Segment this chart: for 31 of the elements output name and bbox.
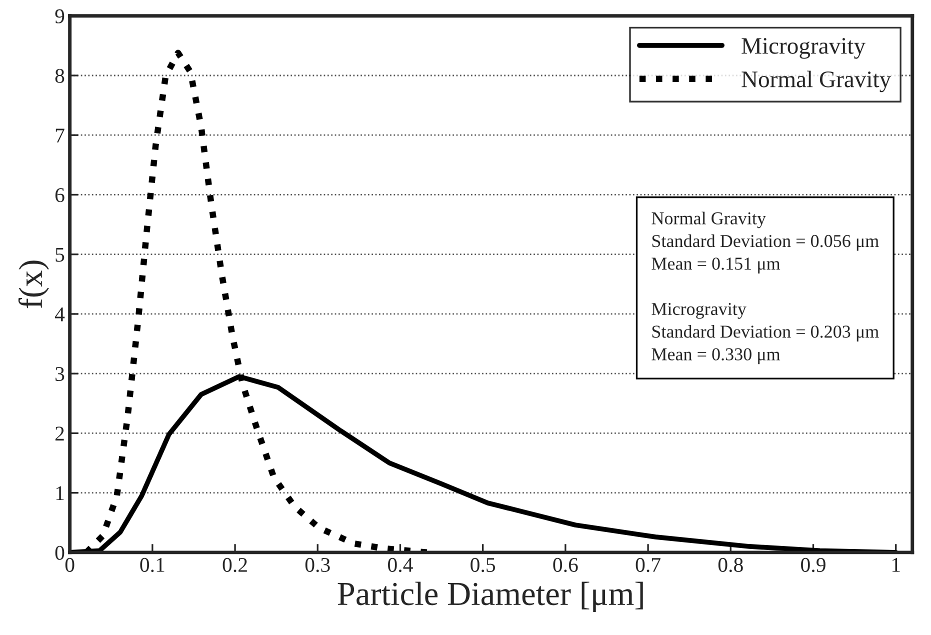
x-tick-label: 0.4 [388, 558, 413, 572]
x-tick-label: 0 [65, 558, 74, 572]
x-tick-label: 0.8 [718, 558, 743, 572]
annotation: Mean = 0.330 μm [652, 348, 780, 364]
annotation: Standard Deviation = 0.056 μm [652, 234, 879, 251]
x-tick-label: 0.7 [636, 558, 660, 572]
y-tick-label: 7 [56, 128, 64, 142]
y-tick-label: 0 [55, 546, 64, 560]
legend-label: Microgravity [742, 38, 866, 59]
legend-label: Normal Gravity [742, 70, 892, 92]
annotation: Standard Deviation = 0.203 μm [652, 325, 879, 342]
y-axis-title: f(x) [18, 260, 49, 308]
y-tick-label: 5 [56, 248, 64, 262]
y-tick-label: 8 [55, 68, 64, 83]
annotation: Normal Gravity [652, 212, 766, 228]
y-tick-label: 2 [55, 426, 64, 440]
x-axis-title: Particle Diameter [μm] [338, 582, 643, 612]
y-tick-label: 6 [55, 188, 64, 202]
x-tick-label: 0.2 [222, 558, 247, 572]
annotation: Microgravity [652, 302, 746, 319]
y-tick-label: 1 [56, 486, 64, 500]
x-tick-label: 1 [892, 558, 900, 572]
annotation: Mean = 0.151 μm [652, 258, 780, 274]
x-tick-label: 0.3 [305, 558, 330, 572]
y-tick-label: 9 [55, 9, 64, 24]
x-tick-label: 0.9 [801, 558, 826, 572]
x-tick-label: 0.5 [470, 558, 496, 572]
y-tick-label: 4 [54, 307, 65, 322]
x-tick-label: 0.1 [140, 558, 164, 572]
x-tick-label: 0.6 [553, 558, 578, 572]
y-tick-label: 3 [56, 367, 64, 382]
